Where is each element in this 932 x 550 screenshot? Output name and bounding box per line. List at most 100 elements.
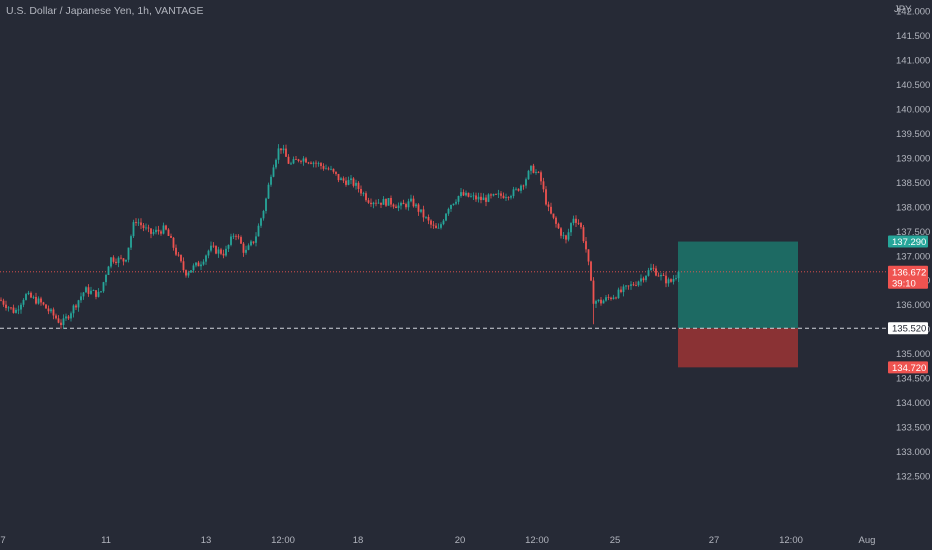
candle bbox=[617, 289, 620, 299]
candle bbox=[575, 218, 577, 223]
candle bbox=[482, 197, 485, 201]
candle bbox=[242, 243, 245, 253]
candle bbox=[455, 201, 457, 204]
candle bbox=[352, 178, 355, 186]
y-tick-label: 136.000 bbox=[896, 300, 930, 311]
candle bbox=[22, 299, 25, 305]
candle bbox=[367, 200, 370, 203]
x-tick-label: Aug bbox=[859, 535, 876, 546]
candle bbox=[127, 247, 130, 260]
candle bbox=[420, 209, 422, 212]
candle bbox=[460, 192, 462, 197]
candle bbox=[490, 194, 492, 196]
candle bbox=[315, 162, 317, 164]
candle bbox=[540, 172, 542, 182]
candle bbox=[517, 188, 520, 191]
candle bbox=[130, 236, 132, 248]
take-profit-zone[interactable] bbox=[678, 241, 798, 329]
y-tick-label: 138.500 bbox=[896, 178, 930, 189]
current-price-text: 136.672 bbox=[892, 267, 926, 278]
candle bbox=[187, 272, 190, 276]
candle bbox=[122, 258, 125, 262]
candle bbox=[5, 304, 7, 309]
candle bbox=[625, 285, 627, 287]
y-tick-label: 141.500 bbox=[896, 31, 930, 42]
candle bbox=[427, 216, 430, 221]
candle bbox=[552, 213, 555, 218]
x-tick-label: 18 bbox=[353, 535, 364, 546]
candle bbox=[292, 159, 295, 164]
take-profit-badge bbox=[888, 235, 928, 248]
candle bbox=[90, 290, 92, 294]
x-tick-label: 27 bbox=[709, 535, 720, 546]
candle bbox=[282, 148, 285, 151]
candle bbox=[12, 307, 15, 313]
candle bbox=[342, 178, 345, 181]
candle bbox=[395, 206, 397, 209]
stop-loss-zone[interactable] bbox=[678, 328, 798, 368]
candle bbox=[140, 222, 142, 226]
stop-loss-badge-text: 134.720 bbox=[892, 363, 926, 374]
candle bbox=[480, 196, 482, 201]
y-tick-label: 142.000 bbox=[896, 7, 930, 18]
x-tick-label: 20 bbox=[455, 535, 466, 546]
y-tick-label: 140.000 bbox=[896, 104, 930, 115]
candle bbox=[55, 315, 57, 319]
candle bbox=[257, 225, 260, 237]
candle bbox=[532, 165, 535, 173]
candle bbox=[612, 297, 615, 299]
candle bbox=[107, 266, 110, 275]
candle bbox=[567, 232, 570, 240]
candle bbox=[142, 225, 145, 229]
candle bbox=[62, 318, 65, 326]
candle bbox=[397, 205, 400, 209]
candle bbox=[100, 291, 102, 293]
candle bbox=[387, 198, 390, 206]
candle bbox=[652, 267, 655, 269]
candle bbox=[47, 308, 50, 312]
candle bbox=[95, 290, 97, 297]
candle bbox=[220, 249, 222, 254]
candle bbox=[327, 168, 330, 170]
candle bbox=[170, 235, 172, 238]
candle bbox=[590, 261, 592, 281]
candle bbox=[635, 285, 637, 286]
candle bbox=[402, 202, 405, 205]
candle bbox=[72, 305, 75, 314]
candle bbox=[325, 168, 327, 170]
candle bbox=[252, 241, 255, 243]
candle bbox=[165, 225, 167, 230]
candle bbox=[70, 313, 72, 319]
candle bbox=[422, 209, 425, 218]
candle bbox=[415, 204, 417, 207]
candle bbox=[10, 307, 12, 309]
candle bbox=[392, 204, 395, 207]
x-tick-label: 13 bbox=[201, 535, 212, 546]
candle bbox=[30, 292, 32, 298]
candle bbox=[657, 275, 660, 277]
candle bbox=[200, 264, 202, 267]
y-tick-label: 141.000 bbox=[896, 55, 930, 66]
candle bbox=[507, 197, 510, 198]
candle bbox=[502, 195, 505, 199]
candle bbox=[280, 148, 282, 151]
candle bbox=[85, 287, 87, 293]
candle bbox=[630, 284, 632, 286]
candle bbox=[537, 171, 540, 173]
candle bbox=[370, 202, 372, 205]
candle bbox=[317, 163, 320, 164]
candle bbox=[270, 176, 272, 185]
candle bbox=[222, 253, 225, 256]
candle bbox=[152, 232, 155, 234]
candle bbox=[530, 165, 532, 171]
candle bbox=[562, 235, 565, 237]
candle bbox=[295, 159, 297, 160]
candle bbox=[655, 268, 657, 276]
candle bbox=[285, 148, 287, 157]
candle bbox=[470, 196, 472, 197]
candle bbox=[467, 192, 470, 197]
candle bbox=[487, 194, 490, 202]
candle bbox=[245, 249, 247, 253]
candle bbox=[437, 227, 440, 229]
